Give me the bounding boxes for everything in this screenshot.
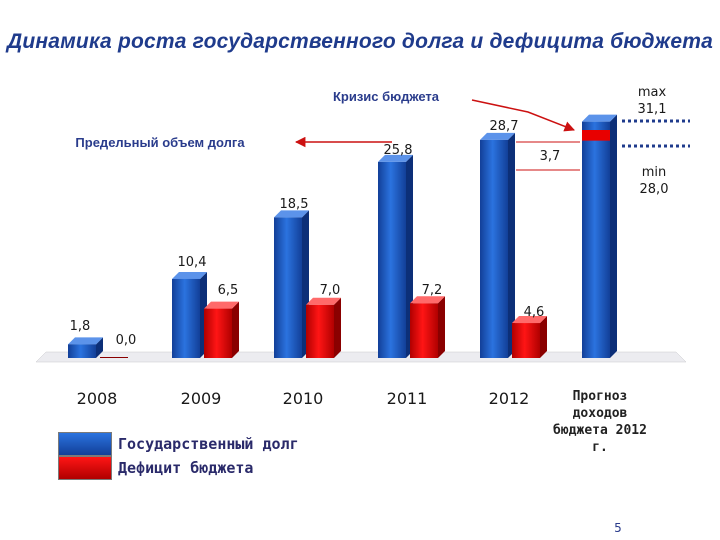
data-label-debt-2011: 25,8 (384, 143, 413, 158)
annotation-crisis: Кризис бюджета (333, 89, 440, 104)
bar-deficit-2010 (306, 297, 341, 358)
forecast-gap-segment (582, 130, 610, 141)
bar-deficit-2009 (204, 301, 239, 358)
data-label-debt-2012: 28,7 (490, 119, 519, 134)
legend-swatch-deficit (58, 456, 112, 480)
forecast-label: Прогноз доходов бюджета 2012 г. (553, 389, 647, 455)
data-label-deficit-2012: 4,6 (524, 305, 545, 320)
data-label-debt-2009: 10,4 (178, 255, 207, 270)
bar-deficit-2011 (410, 296, 445, 358)
forecast-max-label: max 31,1 (638, 85, 667, 117)
legend-item-deficit: Дефицит бюджета (58, 456, 299, 480)
data-label-deficit-2009: 6,5 (218, 283, 239, 298)
bar-deficit-2012 (512, 316, 547, 358)
legend-label-debt: Государственный долг (118, 435, 299, 453)
data-label-deficit-2010: 7,0 (320, 283, 341, 298)
x-tick-label-2011: 2011 (387, 389, 428, 408)
legend: Государственный долг Дефицит бюджета (58, 432, 299, 480)
data-label-deficit-2008: 0,0 (116, 333, 137, 348)
bar-debt-2010 (274, 210, 309, 358)
forecast-gap-label: 3,7 (540, 149, 561, 164)
x-tick-label-2008: 2008 (77, 389, 118, 408)
bar-forecast (582, 114, 617, 358)
legend-item-debt: Государственный долг (58, 432, 299, 456)
page-number: 5 (614, 521, 622, 535)
forecast-min-label: min 28,0 (640, 165, 669, 197)
bar-debt-2012 (480, 132, 515, 358)
page-title: Динамика роста государственного долга и … (7, 30, 713, 53)
bar-debt-2008 (68, 337, 103, 358)
x-tick-label-2009: 2009 (181, 389, 222, 408)
data-label-debt-2010: 18,5 (280, 197, 309, 212)
legend-swatch-debt (58, 432, 112, 456)
bar-debt-2011 (378, 154, 413, 358)
x-tick-label-2012: 2012 (489, 389, 530, 408)
x-tick-label-2010: 2010 (283, 389, 324, 408)
data-label-debt-2008: 1,8 (70, 319, 91, 334)
bar-deficit-2008 (100, 357, 128, 358)
annotation-limit: Предельный объем долга (75, 135, 245, 150)
data-label-deficit-2011: 7,2 (422, 283, 443, 298)
crisis-arrow (471, 99, 575, 132)
legend-label-deficit: Дефицит бюджета (118, 459, 254, 477)
bar-debt-2009 (172, 271, 207, 358)
